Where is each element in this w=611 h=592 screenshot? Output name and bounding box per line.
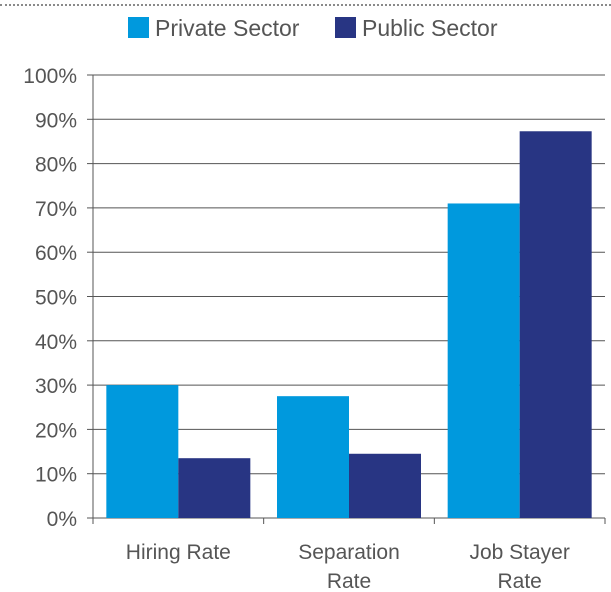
x-category-label: Hiring Rate bbox=[126, 541, 231, 564]
bar-private-sector-1 bbox=[106, 385, 179, 518]
legend-label-1: Private Sector bbox=[155, 15, 300, 41]
bar-public-sector-1 bbox=[178, 458, 251, 518]
y-tick-label: 50% bbox=[35, 287, 77, 310]
y-tick-label: 70% bbox=[35, 198, 77, 221]
x-category-label: Job Stayer bbox=[469, 541, 569, 564]
y-tick-label: 100% bbox=[23, 65, 77, 88]
legend-swatch-2 bbox=[335, 17, 356, 38]
y-tick-label: 20% bbox=[35, 419, 77, 442]
y-tick-label: 90% bbox=[35, 109, 77, 132]
bar-private-sector-3 bbox=[447, 203, 520, 518]
top-dotted-rule bbox=[0, 4, 611, 6]
y-tick-label: 10% bbox=[35, 464, 77, 487]
bar-public-sector-3 bbox=[519, 131, 592, 519]
x-category-label: Rate bbox=[497, 570, 541, 592]
y-tick-label: 30% bbox=[35, 375, 77, 398]
x-category-label: Separation bbox=[298, 541, 400, 564]
y-tick-label: 80% bbox=[35, 154, 77, 177]
bar-private-sector-2 bbox=[277, 396, 349, 518]
y-tick-label: 0% bbox=[47, 508, 77, 531]
y-tick-label: 60% bbox=[35, 242, 77, 265]
legend-swatch-1 bbox=[128, 17, 149, 38]
legend-label-2: Public Sector bbox=[362, 15, 498, 41]
x-category-label: Rate bbox=[327, 570, 371, 592]
bar-public-sector-2 bbox=[349, 453, 421, 518]
y-tick-label: 40% bbox=[35, 331, 77, 354]
